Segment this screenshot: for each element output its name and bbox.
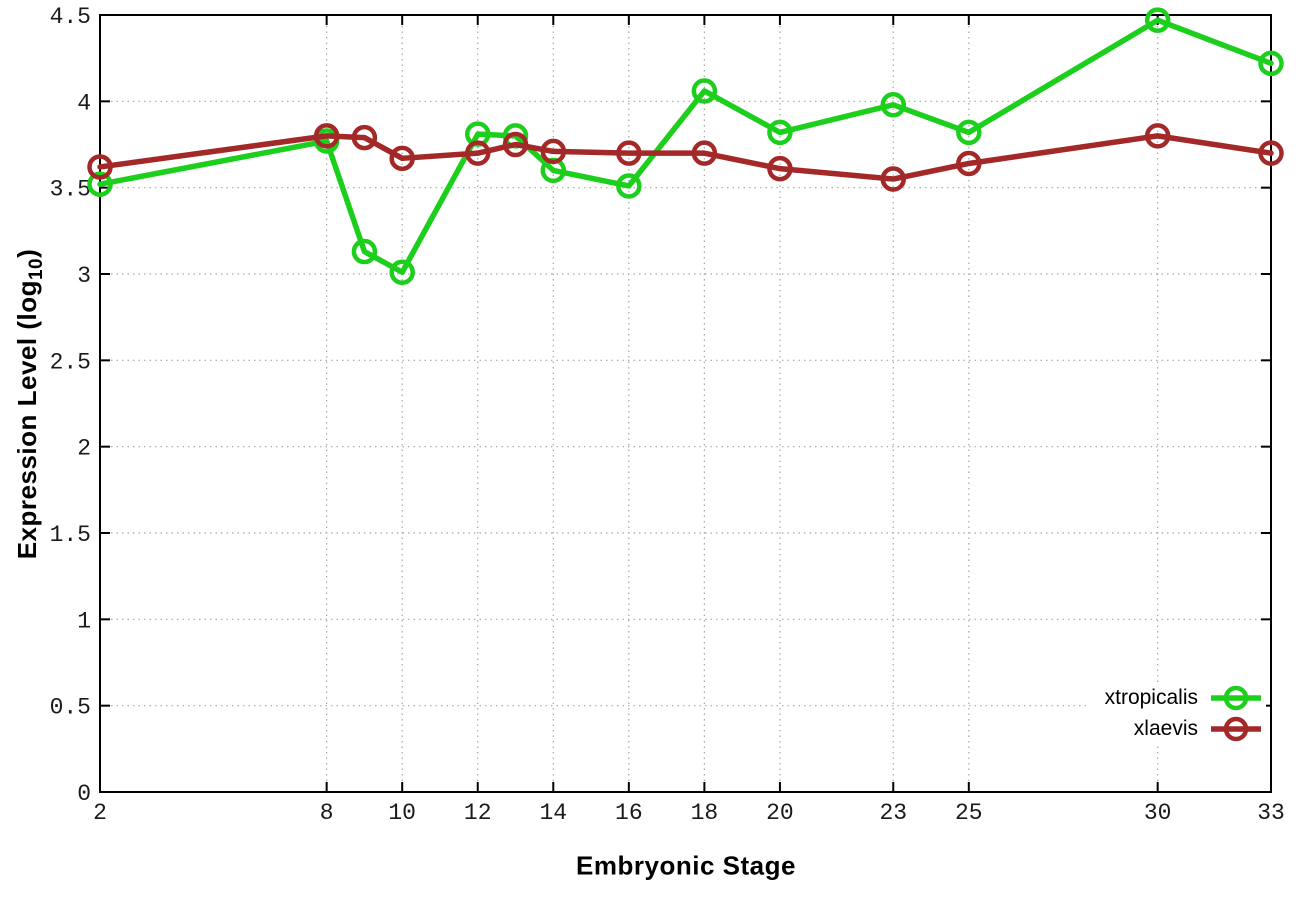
y-axis-title: Expression Level (log10) bbox=[12, 249, 48, 560]
legend: xtropicalis xlaevis bbox=[1086, 682, 1266, 744]
y-tick-label: 3.5 bbox=[50, 177, 91, 203]
x-tick-label: 20 bbox=[766, 800, 794, 826]
y-tick-label: 0 bbox=[77, 781, 91, 807]
x-tick-label: 12 bbox=[464, 800, 492, 826]
y-tick-label: 1 bbox=[77, 608, 91, 634]
xlaevis-marker bbox=[313, 123, 340, 149]
y-tick-label: 4.5 bbox=[50, 4, 91, 30]
y-tick-label: 2 bbox=[77, 436, 91, 462]
x-tick-label: 25 bbox=[955, 800, 983, 826]
xlaevis-marker bbox=[880, 166, 907, 192]
y-tick-label: 1.5 bbox=[50, 522, 91, 548]
xtropicalis-marker bbox=[956, 119, 982, 146]
xtropicalis-marker bbox=[1144, 7, 1171, 33]
x-axis-title: Embryonic Stage bbox=[576, 850, 796, 881]
y-tick-label: 4 bbox=[77, 90, 91, 116]
xlaevis-marker bbox=[956, 150, 982, 177]
x-tick-label: 2 bbox=[93, 800, 107, 826]
legend-item-xlaevis: xlaevis bbox=[1105, 713, 1264, 744]
xlaevis-marker bbox=[87, 154, 113, 180]
legend-item-xtropicalis: xtropicalis bbox=[1105, 682, 1264, 713]
plot-border bbox=[99, 14, 1272, 793]
y-tick-label: 3 bbox=[77, 263, 91, 289]
xtropicalis-marker bbox=[691, 78, 718, 104]
xtropicalis-marker bbox=[880, 92, 907, 118]
legend-sample-xtropicalis-icon bbox=[1211, 685, 1261, 710]
xlaevis-marker bbox=[1144, 123, 1171, 149]
xlaevis-line bbox=[97, 133, 1274, 182]
y-axis-title-subscript: 10 bbox=[26, 257, 48, 281]
xtropicalis-marker bbox=[1258, 50, 1284, 77]
xlaevis-marker bbox=[540, 138, 567, 165]
xtropicalis-marker bbox=[389, 259, 415, 286]
xlaevis-marker bbox=[502, 131, 529, 158]
x-tick-label: 10 bbox=[388, 800, 416, 826]
x-tick-label: 23 bbox=[879, 800, 907, 826]
xlaevis-marker bbox=[691, 140, 718, 166]
x-tick-label: 30 bbox=[1144, 800, 1172, 826]
x-tick-label: 14 bbox=[539, 800, 567, 826]
legend-label-xlaevis: xlaevis bbox=[1133, 716, 1198, 740]
xtropicalis-line bbox=[97, 17, 1274, 276]
y-axis-title-text: Expression Level (log bbox=[11, 280, 42, 560]
y-tick-label: 0.5 bbox=[50, 695, 91, 721]
x-tick-label: 18 bbox=[691, 800, 719, 826]
xtropicalis-marker bbox=[616, 173, 642, 199]
xtropicalis-marker bbox=[767, 119, 793, 146]
xlaevis-marker bbox=[351, 124, 378, 151]
y-tick-label: 2.5 bbox=[50, 349, 91, 375]
xlaevis-marker bbox=[616, 140, 642, 166]
y-axis-title-suffix: ) bbox=[11, 248, 42, 258]
legend-sample-xlaevis-icon bbox=[1211, 716, 1261, 741]
xlaevis-marker bbox=[767, 155, 793, 182]
xlaevis-marker bbox=[464, 140, 491, 166]
x-tick-label: 8 bbox=[320, 800, 334, 826]
xtropicalis-marker bbox=[87, 171, 113, 197]
xlaevis-marker bbox=[389, 145, 415, 172]
xtropicalis-marker bbox=[351, 238, 378, 265]
x-tick-label: 33 bbox=[1257, 800, 1285, 826]
xlaevis-marker bbox=[1258, 140, 1284, 166]
legend-label-xtropicalis: xtropicalis bbox=[1104, 685, 1198, 709]
x-tick-label: 16 bbox=[615, 800, 643, 826]
